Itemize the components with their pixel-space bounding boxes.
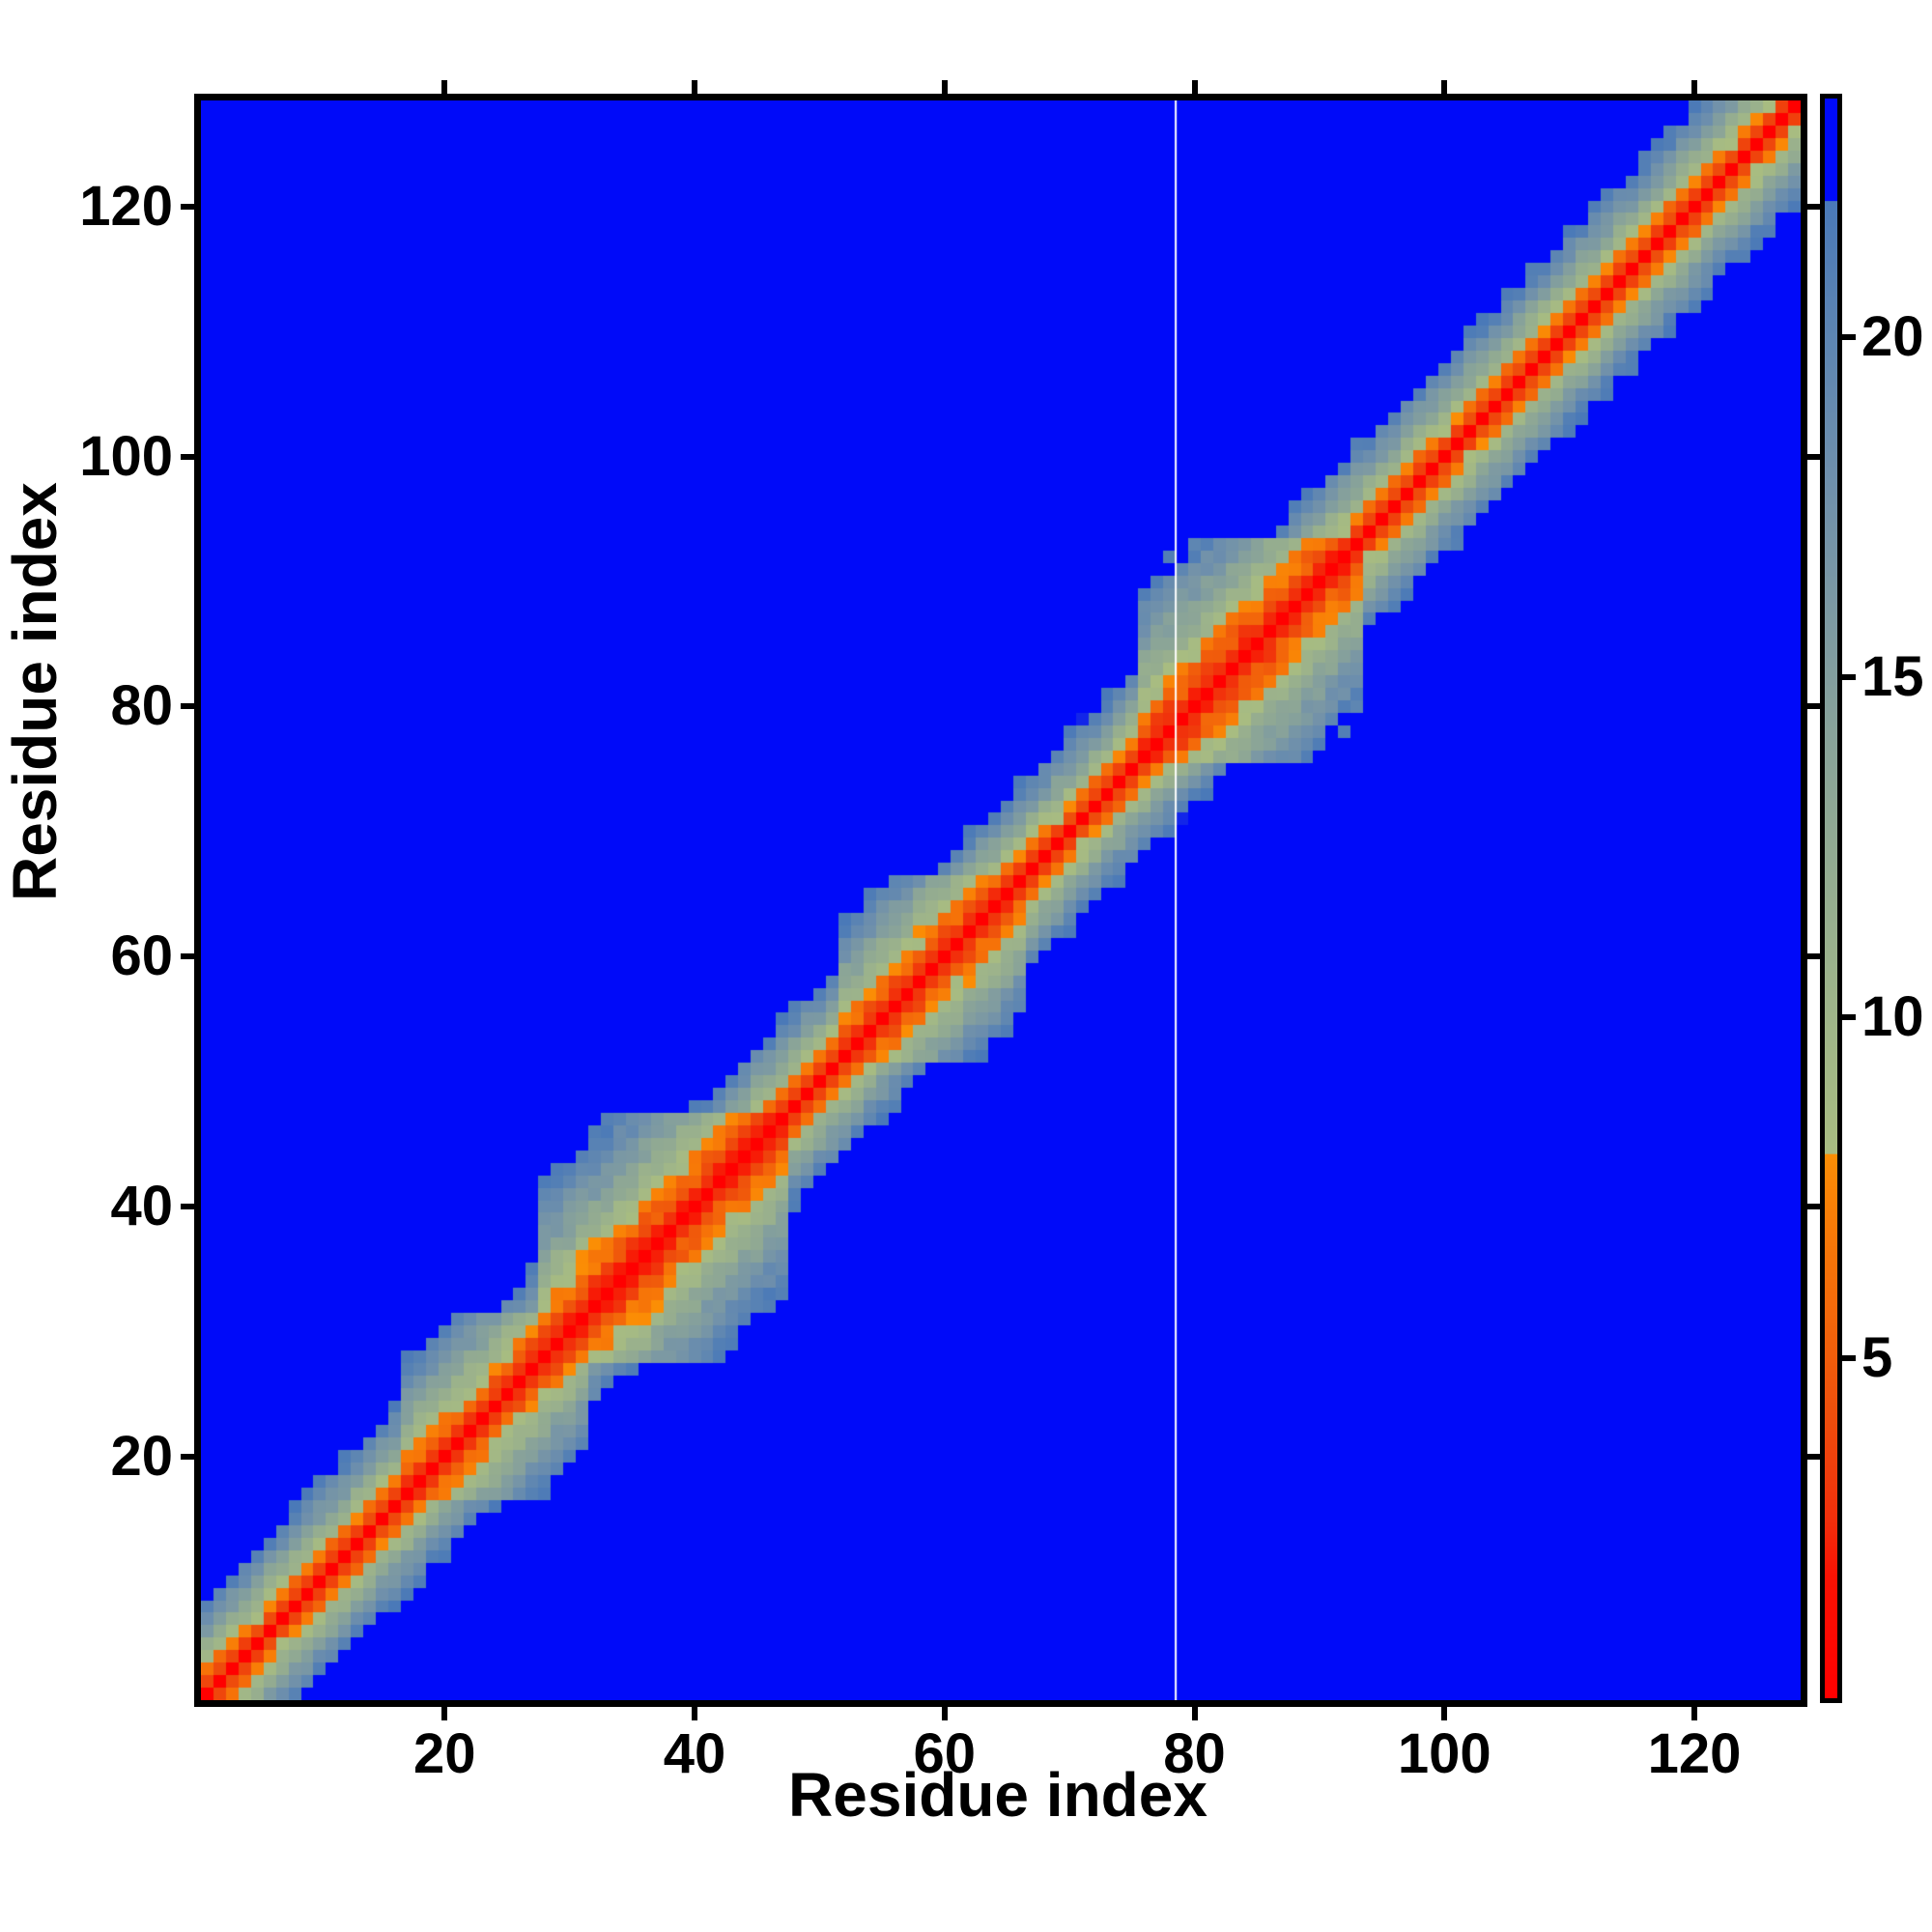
- x-tick-mark: [692, 1707, 698, 1720]
- x-tick-mark-top: [1191, 80, 1198, 94]
- y-tick-mark: [181, 703, 194, 710]
- x-tick-label: 100: [1397, 1722, 1492, 1785]
- x-tick-mark-top: [1441, 80, 1448, 94]
- y-tick-label: 120: [79, 174, 173, 238]
- y-axis-label: Residue index: [0, 482, 70, 901]
- x-tick-label: 120: [1647, 1722, 1742, 1785]
- x-tick-mark: [1441, 1707, 1448, 1720]
- colorbar-tick-label: 5: [1861, 1325, 1893, 1389]
- x-tick-mark-top: [941, 80, 948, 94]
- colorbar-tick-mark: [1842, 333, 1856, 340]
- y-axis-label-text: Residue index: [0, 482, 70, 901]
- colorbar-tick-label: 20: [1861, 304, 1924, 368]
- y-tick-mark: [181, 1203, 194, 1209]
- colorbar-tick-mark: [1842, 1354, 1856, 1361]
- x-tick-mark-top: [1691, 80, 1698, 94]
- y-tick-label: 20: [110, 1424, 173, 1488]
- colorbar-tick-label: 10: [1861, 985, 1924, 1049]
- x-tick-mark: [441, 1707, 448, 1720]
- colorbar-tick-label: 15: [1861, 644, 1924, 708]
- y-tick-mark: [181, 203, 194, 210]
- y-tick-label: 80: [110, 674, 173, 738]
- y-tick-mark-right: [1807, 953, 1821, 960]
- x-axis-label: Residue index: [788, 1760, 1208, 1830]
- y-tick-label: 40: [110, 1174, 173, 1237]
- x-tick-label: 60: [913, 1722, 977, 1785]
- y-tick-mark: [181, 1453, 194, 1460]
- x-tick-mark-top: [441, 80, 448, 94]
- x-tick-label: 20: [413, 1722, 476, 1785]
- colorbar-gradient: [1825, 99, 1837, 1698]
- y-tick-mark: [181, 453, 194, 460]
- x-tick-label: 80: [1163, 1722, 1226, 1785]
- heatmap-canvas: [201, 100, 1801, 1700]
- colorbar-tick-mark: [1842, 1014, 1856, 1021]
- plot-frame: [194, 94, 1807, 1707]
- x-tick-mark: [941, 1707, 948, 1720]
- y-tick-mark-right: [1807, 1203, 1821, 1209]
- colorbar-tick-mark: [1842, 673, 1856, 680]
- y-tick-mark-right: [1807, 1453, 1821, 1460]
- x-tick-mark: [1691, 1707, 1698, 1720]
- x-tick-mark: [1191, 1707, 1198, 1720]
- y-tick-mark-right: [1807, 703, 1821, 710]
- y-tick-mark: [181, 953, 194, 960]
- y-tick-mark-right: [1807, 453, 1821, 460]
- y-tick-mark-right: [1807, 203, 1821, 210]
- x-tick-label: 40: [663, 1722, 726, 1785]
- colorbar: [1820, 94, 1842, 1703]
- y-tick-label: 100: [79, 424, 173, 488]
- x-tick-mark-top: [692, 80, 698, 94]
- y-tick-label: 60: [110, 924, 173, 988]
